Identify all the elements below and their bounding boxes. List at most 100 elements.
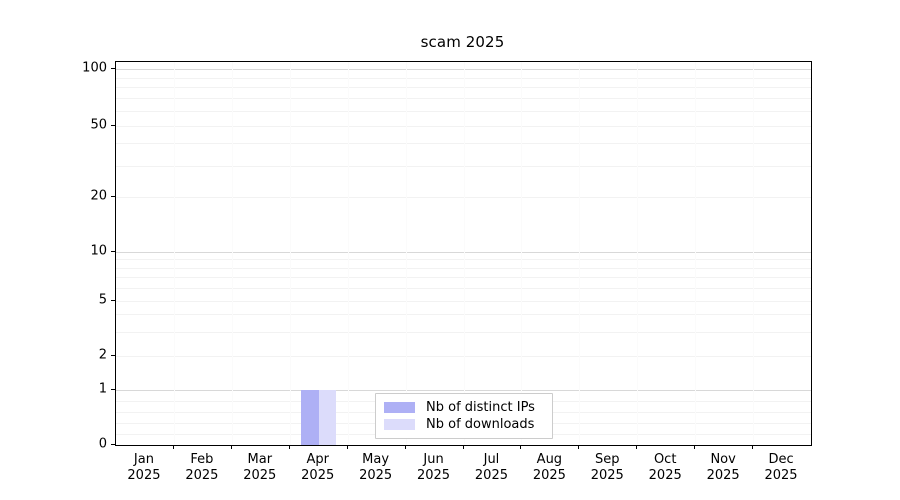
x-tick-year: 2025 — [764, 468, 798, 483]
gridline — [116, 268, 811, 269]
bar — [318, 390, 337, 445]
x-tick-mark — [636, 445, 638, 449]
x-tick-label: May 2025 — [359, 452, 392, 484]
x-tick-mark — [289, 445, 291, 449]
y-tick-mark — [111, 125, 115, 127]
x-tick-mark — [520, 445, 522, 449]
x-tick-month: Mar — [247, 452, 273, 467]
x-tick-mark — [752, 445, 754, 449]
chart-title: scam 2025 — [420, 33, 505, 51]
gridline — [116, 277, 811, 278]
gridline — [116, 69, 811, 70]
gridline — [116, 390, 811, 391]
gridline — [116, 252, 811, 253]
x-tick-year: 2025 — [416, 468, 451, 483]
y-tick-label: 50 — [90, 117, 107, 133]
y-tick-mark — [111, 389, 115, 391]
vertical-gridline — [406, 62, 407, 445]
vertical-gridline — [637, 62, 638, 445]
x-tick-mark — [231, 445, 233, 449]
vertical-gridline — [464, 62, 465, 445]
x-tick-mark — [405, 445, 407, 449]
x-tick-month: Jun — [423, 452, 444, 467]
x-tick-label: Dec 2025 — [764, 452, 797, 484]
x-tick-month: Apr — [306, 452, 329, 467]
x-tick-month: Aug — [536, 452, 563, 467]
vertical-gridline — [174, 62, 175, 445]
y-tick-label: 5 — [98, 292, 107, 308]
y-tick-label: 2 — [98, 347, 107, 363]
x-tick-month: Dec — [768, 452, 794, 467]
vertical-gridline — [232, 62, 233, 445]
x-tick-month: Jul — [483, 452, 500, 467]
x-tick-year: 2025 — [474, 468, 508, 483]
gridline — [116, 197, 811, 198]
x-tick-mark — [173, 445, 175, 449]
gridline — [116, 332, 811, 333]
x-tick-label: Jan 2025 — [127, 452, 160, 484]
x-tick-label: Mar 2025 — [243, 452, 276, 484]
y-axis-tick-labels: 0 1 2 5 10 20 50 100 — [0, 60, 107, 452]
gridline — [116, 143, 811, 144]
gridline — [116, 166, 811, 167]
x-tick-year: 2025 — [127, 468, 161, 483]
vertical-gridline — [695, 62, 696, 445]
vertical-gridline — [348, 62, 349, 445]
gridline — [116, 356, 811, 357]
x-tick-label: Sep 2025 — [591, 452, 624, 484]
legend-item[interactable]: Nb of downloads — [384, 416, 544, 433]
vertical-gridline — [579, 62, 580, 445]
legend-label: Nb of distinct IPs — [426, 400, 535, 415]
legend-swatch — [384, 402, 415, 413]
x-tick-year: 2025 — [532, 468, 566, 483]
plot-area — [115, 61, 812, 446]
x-tick-label: Apr 2025 — [301, 452, 334, 484]
x-tick-month: Nov — [710, 452, 736, 467]
gridline — [116, 87, 811, 88]
vertical-gridline — [290, 62, 291, 445]
y-tick-mark — [111, 300, 115, 302]
x-tick-month: May — [362, 452, 390, 467]
x-tick-label: Aug 2025 — [533, 452, 566, 484]
y-tick-label: 0 — [98, 436, 107, 452]
vertical-gridline — [753, 62, 754, 445]
x-tick-mark — [694, 445, 696, 449]
x-tick-month: Sep — [595, 452, 620, 467]
x-tick-year: 2025 — [243, 468, 277, 483]
x-tick-year: 2025 — [301, 468, 335, 483]
x-tick-month: Feb — [190, 452, 214, 467]
y-tick-mark — [111, 196, 115, 198]
legend-label: Nb of downloads — [426, 417, 535, 432]
x-tick-year: 2025 — [706, 468, 740, 483]
x-tick-label: Feb 2025 — [185, 452, 218, 484]
gridline — [116, 314, 811, 315]
y-tick-mark — [111, 251, 115, 253]
x-tick-month: Oct — [653, 452, 677, 467]
gridline — [116, 301, 811, 302]
x-axis-tick-labels: Jan 2025 Feb 2025 Mar 2025 Apr 2025 May 2025 Jun 20… — [115, 452, 810, 492]
x-axis-tick-marks — [115, 445, 810, 451]
gridline — [116, 78, 811, 79]
x-tick-year: 2025 — [590, 468, 624, 483]
gridline — [116, 111, 811, 112]
x-tick-mark — [347, 445, 349, 449]
y-tick-mark — [111, 444, 115, 446]
legend-item[interactable]: Nb of distinct IPs — [384, 399, 544, 416]
y-tick-mark — [111, 355, 115, 357]
x-tick-year: 2025 — [359, 468, 393, 483]
y-tick-label: 10 — [90, 243, 107, 259]
y-tick-label: 20 — [90, 188, 107, 204]
x-tick-label: Nov 2025 — [707, 452, 740, 484]
y-tick-label: 100 — [82, 60, 107, 76]
x-tick-label: Oct 2025 — [649, 452, 682, 484]
legend-swatch — [384, 419, 415, 430]
gridline — [116, 126, 811, 127]
gridline — [116, 288, 811, 289]
chart-legend: Nb of distinct IPs Nb of downloads — [375, 393, 553, 439]
gridline — [116, 98, 811, 99]
plot-inner — [116, 62, 811, 445]
bar — [301, 390, 319, 445]
x-tick-label: Jun 2025 — [417, 452, 450, 484]
gridline — [116, 259, 811, 260]
